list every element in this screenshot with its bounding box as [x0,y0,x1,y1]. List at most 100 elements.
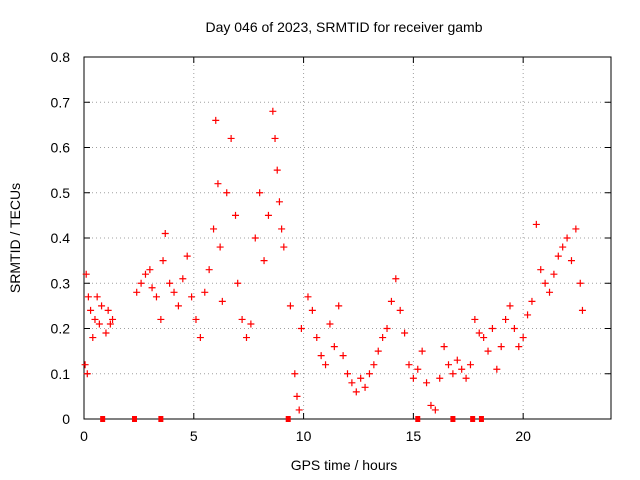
data-point [271,134,279,142]
data-point [313,334,321,342]
data-point [210,225,218,233]
data-point [280,243,288,251]
data-point [488,325,496,332]
data-point [466,361,474,369]
data-point [348,379,356,387]
data-point [541,279,549,287]
data-point [532,220,540,228]
data-point [379,334,387,342]
data-point [157,315,165,323]
data-point [174,302,182,310]
data-point [192,315,200,323]
data-point [383,325,391,332]
data-point [238,315,246,323]
data-point [81,361,89,369]
data-point [497,343,505,351]
data-point [572,225,580,233]
zero-data-point [450,416,456,422]
y-tick-label: 0.5 [51,185,71,201]
data-point [98,302,106,310]
data-point [89,334,97,342]
data-point [405,361,413,369]
zero-data-point [132,416,138,422]
data-point [576,279,584,287]
data-point [227,134,235,142]
data-points [81,107,586,422]
data-point [251,234,259,242]
data-point [218,297,226,305]
chart-title: Day 046 of 2023, SRMTID for receiver gam… [205,19,482,35]
y-tick-label: 0.6 [51,140,71,156]
data-point [275,198,283,206]
data-point [242,334,250,342]
data-point [502,315,510,323]
data-point [308,306,316,314]
data-point [322,361,330,369]
zero-data-point [285,416,291,422]
data-point [84,293,92,301]
y-tick-labels: 0 0.1 0.2 0.3 0.4 0.5 0.6 0.7 0.8 [51,49,71,427]
data-point [365,370,373,378]
data-point [232,211,240,219]
data-point [578,306,586,314]
data-point [109,315,117,323]
data-point [414,365,422,373]
data-point [212,116,220,124]
data-point [183,252,191,260]
data-point [427,401,435,409]
data-point [293,392,301,400]
data-point [352,388,360,396]
data-point [104,306,112,314]
data-point [234,279,242,287]
data-point [201,288,209,296]
zero-data-point [415,416,421,422]
data-point [205,266,213,274]
zero-data-point [478,416,484,422]
data-point [423,379,431,387]
y-tick-label: 0.2 [51,321,71,337]
data-point [401,329,409,337]
y-tick-label: 0.8 [51,49,71,65]
data-point [295,406,303,414]
data-point [519,334,527,342]
y-tick-label: 0.4 [51,230,71,246]
data-point [370,361,378,369]
x-tick-label: 0 [80,428,88,444]
data-point [256,189,264,197]
y-tick-label: 0 [62,411,70,427]
data-point [475,329,483,337]
data-point [166,279,174,287]
data-point [214,180,222,188]
data-point [179,275,187,283]
data-point [106,320,114,328]
data-point [537,266,545,274]
data-point [83,370,91,378]
data-point [515,343,523,351]
zero-data-point [158,416,164,422]
data-point [374,347,382,355]
data-point [506,302,514,310]
data-point [387,297,395,305]
data-point [102,329,110,337]
data-point [449,370,457,378]
data-point [87,306,95,314]
data-point [335,302,343,310]
data-point [159,257,167,265]
data-point [409,374,417,382]
data-point [223,189,231,197]
data-point [146,266,154,274]
data-point [330,343,338,351]
data-point [396,306,404,314]
plot-frame [83,56,612,420]
y-tick-label: 0.3 [51,275,71,291]
data-point [152,293,160,301]
data-point [440,343,448,351]
data-point [339,352,347,360]
data-point [82,270,90,278]
data-point [567,257,575,265]
data-point [304,293,312,301]
y-tick-label: 0.1 [51,366,71,382]
data-point [453,356,461,364]
data-point [95,320,103,328]
